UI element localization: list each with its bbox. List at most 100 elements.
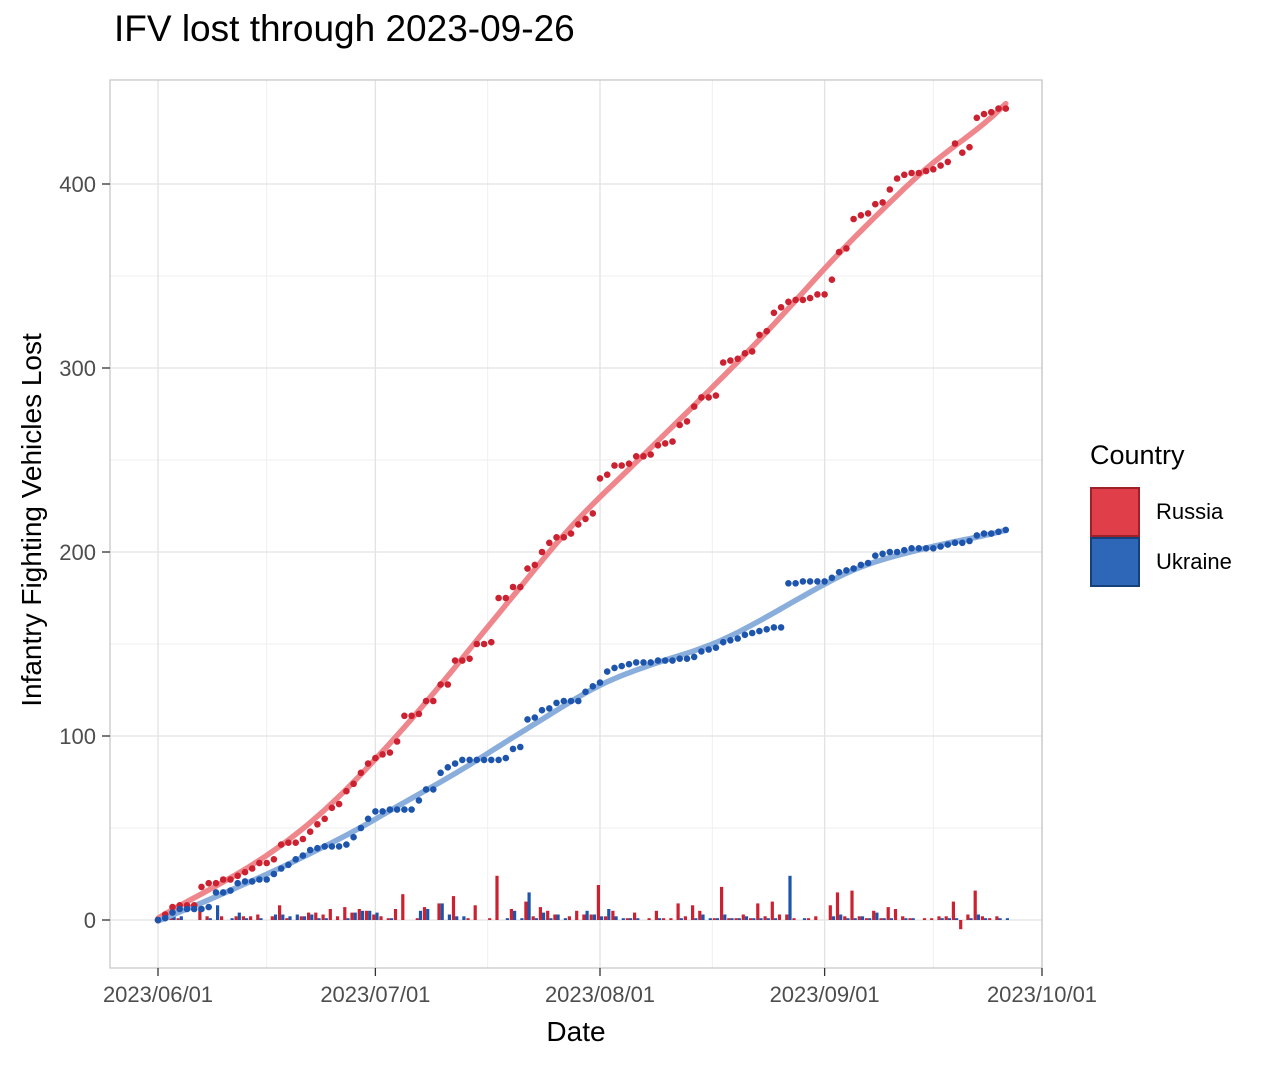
bar-ukraine <box>368 910 372 920</box>
bar-ukraine <box>505 918 509 920</box>
dot-russia <box>741 350 749 357</box>
x-axis-title: Date <box>546 1016 606 1047</box>
dot-ukraine <box>719 638 727 646</box>
bar-russia <box>604 916 608 920</box>
bar-ukraine <box>418 910 423 920</box>
dot-ukraine <box>430 786 437 793</box>
dot-ukraine <box>901 546 908 554</box>
bar-ukraine <box>889 918 893 920</box>
dot-russia <box>422 697 430 705</box>
dot-russia <box>821 291 828 298</box>
dot-russia <box>437 681 444 688</box>
bar-russia <box>770 901 774 920</box>
dot-russia <box>835 248 843 256</box>
legend-label-russia: Russia <box>1156 499 1224 524</box>
bar-russia <box>611 910 615 920</box>
y-tick-label: 0 <box>84 908 96 933</box>
dot-russia <box>785 298 792 306</box>
bar-russia <box>951 901 955 920</box>
legend-label-ukraine: Ukraine <box>1156 549 1232 574</box>
bar-ukraine <box>273 914 278 920</box>
dot-russia <box>908 169 915 177</box>
bar-ukraine <box>302 916 307 920</box>
dot-russia <box>973 114 981 122</box>
dot-ukraine <box>712 644 720 651</box>
dot-russia <box>408 712 415 720</box>
dot-russia <box>603 471 611 479</box>
bar-russia <box>176 918 180 920</box>
bar-russia <box>386 918 390 920</box>
dot-ukraine <box>459 756 466 764</box>
bar-russia <box>509 909 513 920</box>
bar-russia <box>980 916 984 920</box>
dot-russia <box>980 110 988 118</box>
bar-russia <box>777 914 782 920</box>
dot-ukraine <box>575 697 582 705</box>
dot-ukraine <box>495 756 502 764</box>
bar-russia <box>662 918 666 920</box>
dot-russia <box>806 294 814 302</box>
dot-russia <box>959 149 966 156</box>
bar-russia <box>270 916 274 920</box>
dot-russia <box>611 462 618 469</box>
dot-russia <box>350 780 357 788</box>
chart-title: IFV lost through 2023-09-26 <box>114 8 575 49</box>
dot-russia <box>799 296 807 304</box>
dot-ukraine <box>603 668 611 675</box>
dot-ukraine <box>357 824 365 832</box>
bar-russia <box>299 916 303 920</box>
dot-ukraine <box>560 697 568 705</box>
dot-russia <box>575 521 582 528</box>
bar-russia <box>995 916 999 920</box>
legend: Country Russia Ukraine <box>1090 440 1232 587</box>
bar-russia <box>422 907 427 920</box>
dot-russia <box>857 212 865 219</box>
bar-ukraine <box>839 914 843 920</box>
dot-ukraine <box>415 797 423 804</box>
bar-russia <box>988 918 992 920</box>
dot-russia <box>640 453 647 460</box>
dot-ukraine <box>951 539 959 547</box>
dot-ukraine <box>393 806 401 813</box>
dot-ukraine <box>1002 526 1010 534</box>
bar-russia <box>466 918 470 920</box>
dot-ukraine <box>524 716 531 723</box>
bar-russia <box>321 914 325 920</box>
dot-russia <box>357 769 365 777</box>
legend-title: Country <box>1090 440 1185 470</box>
dot-russia <box>248 865 256 872</box>
bar-russia <box>278 905 282 920</box>
dot-russia <box>698 394 705 401</box>
bar-ukraine <box>947 918 951 920</box>
dot-ukraine <box>828 574 836 582</box>
bar-russia <box>669 918 673 920</box>
dot-ukraine <box>676 655 683 662</box>
bar-russia <box>567 916 571 920</box>
bar-ukraine <box>592 914 596 920</box>
dot-ukraine <box>451 760 459 767</box>
russia-color-swatch <box>1090 487 1140 537</box>
bar-russia <box>553 914 557 920</box>
dot-russia <box>343 787 350 795</box>
dot-ukraine <box>473 756 481 764</box>
x-tick-label: 2023/08/01 <box>545 982 655 1007</box>
bar-russia <box>415 918 419 920</box>
bar-ukraine <box>375 912 379 920</box>
dot-russia <box>719 359 727 366</box>
bar-ukraine <box>230 918 234 920</box>
bar-russia <box>531 916 535 920</box>
bar-ukraine <box>984 918 988 920</box>
bar-ukraine <box>310 914 314 920</box>
dot-ukraine <box>401 806 408 813</box>
dot-ukraine <box>161 914 169 922</box>
dot-russia <box>234 872 241 880</box>
smooth-line-ukraine <box>155 527 1009 924</box>
dot-ukraine <box>466 756 473 764</box>
dot-russia <box>705 394 712 401</box>
dot-ukraine <box>944 541 952 548</box>
bar-russia <box>343 907 347 920</box>
dot-ukraine <box>531 714 539 721</box>
bar-ukraine <box>621 918 625 920</box>
bar-ukraine <box>281 914 285 920</box>
bar-ukraine <box>629 918 633 920</box>
